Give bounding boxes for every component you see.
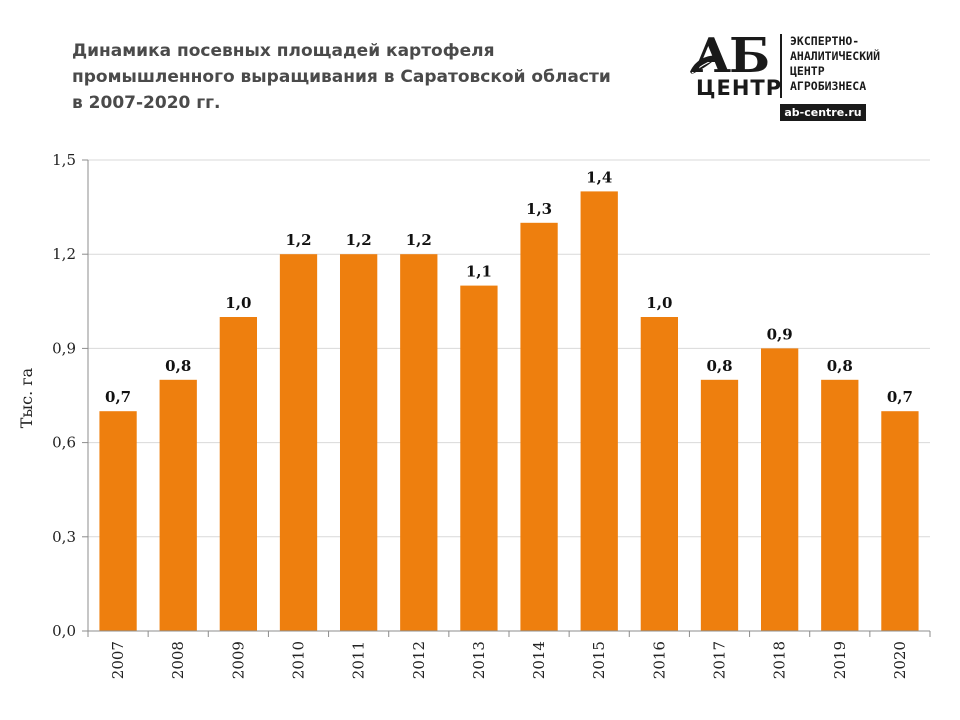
bar-2013[interactable] — [460, 285, 498, 631]
bar-2011[interactable] — [339, 254, 378, 631]
x-tick-label-2020: 2020 — [891, 641, 909, 679]
bar-2017[interactable] — [700, 379, 739, 631]
x-tick-label-2017: 2017 — [711, 641, 729, 679]
x-tick-label-2018: 2018 — [771, 641, 789, 679]
x-tick-label-2012: 2012 — [410, 641, 428, 679]
logo-text-line-1: ЭКСПЕРТНО- — [790, 34, 860, 48]
bar-2016[interactable] — [640, 317, 679, 631]
y-tick-label: 1,2 — [52, 245, 76, 263]
title-line-3: в 2007-2020 гг. — [72, 93, 221, 113]
logo-mark-ab: АБ — [692, 28, 770, 84]
y-tick-label: 0,3 — [52, 528, 76, 546]
title-line-2: промышленного выращивания в Саратовской … — [72, 67, 611, 87]
bar-2019[interactable] — [821, 379, 859, 631]
logo-text-line-4: АГРОБИЗНЕСА — [790, 79, 867, 93]
y-tick-label: 0,0 — [52, 622, 76, 640]
x-tick-label-2016: 2016 — [650, 641, 668, 679]
data-label-2016: 1,0 — [646, 294, 672, 312]
data-label-2007: 0,7 — [105, 388, 131, 406]
x-tick-label-2014: 2014 — [530, 641, 548, 679]
logo-text-line-3: ЦЕНТР — [790, 64, 825, 78]
bar-2012[interactable] — [400, 254, 438, 631]
data-label-2020: 0,7 — [887, 388, 913, 406]
bar-2015[interactable] — [580, 191, 618, 631]
bar-2008[interactable] — [159, 379, 197, 631]
logo-url-badge[interactable]: ab-centre.ru — [780, 104, 866, 121]
x-tick-label-2008: 2008 — [169, 641, 187, 679]
y-axis-title: Тыс. га — [17, 367, 36, 428]
data-label-2009: 1,0 — [225, 294, 251, 312]
chart-title: Динамика посевных площадей картофеля про… — [72, 38, 632, 116]
data-label-2012: 1,2 — [406, 231, 432, 249]
x-tick-label-2011: 2011 — [350, 641, 368, 679]
data-label-2014: 1,3 — [526, 200, 552, 218]
bar-2010[interactable] — [279, 254, 318, 631]
logo-text-line-2: АНАЛИТИЧЕСКИЙ — [790, 49, 881, 63]
leaf-icon — [690, 55, 720, 74]
x-tick-label-2010: 2010 — [290, 641, 308, 679]
x-tick-label-2013: 2013 — [470, 641, 488, 679]
y-tick-label: 1,5 — [52, 151, 76, 169]
bar-2009[interactable] — [219, 317, 258, 631]
bar-2018[interactable] — [760, 348, 799, 631]
data-label-2008: 0,8 — [165, 357, 191, 375]
logo-divider — [780, 34, 782, 98]
bar-2007[interactable] — [99, 411, 137, 631]
bar-2020[interactable] — [881, 411, 919, 631]
data-label-2011: 1,2 — [346, 231, 372, 249]
data-label-2010: 1,2 — [285, 231, 311, 249]
logo-text: ЭКСПЕРТНО- АНАЛИТИЧЕСКИЙ ЦЕНТР АГРОБИЗНЕ… — [790, 34, 880, 94]
data-label-2013: 1,1 — [466, 263, 492, 281]
logo-mark-tsentr: ЦЕНТР — [696, 76, 783, 100]
x-tick-label-2007: 2007 — [109, 641, 127, 679]
data-label-2017: 0,8 — [706, 357, 732, 375]
title-line-1: Динамика посевных площадей картофеля — [72, 41, 495, 61]
y-tick-label: 0,9 — [52, 339, 76, 357]
data-label-2018: 0,9 — [767, 325, 793, 343]
x-tick-label-2009: 2009 — [229, 641, 247, 679]
data-label-2019: 0,8 — [827, 357, 853, 375]
y-tick-label: 0,6 — [52, 434, 76, 452]
x-tick-label-2015: 2015 — [590, 641, 608, 679]
x-tick-label-2019: 2019 — [831, 641, 849, 679]
data-label-2015: 1,4 — [586, 168, 612, 186]
bar-2014[interactable] — [520, 222, 558, 632]
ab-centre-logo: АБ ЦЕНТР ЭКСПЕРТНО- АНАЛИТИЧЕСКИЙ ЦЕНТР … — [688, 28, 934, 122]
